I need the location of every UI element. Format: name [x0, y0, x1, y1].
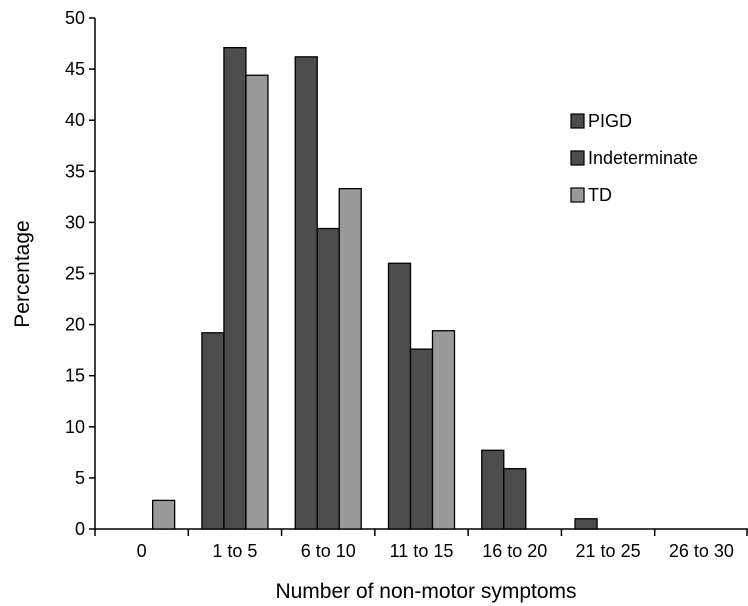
bar-td-1 [245, 74, 269, 530]
x-tick-label: 1 to 5 [212, 541, 257, 561]
y-tick-label: 20 [65, 315, 85, 335]
bar-pigd-2 [294, 56, 318, 530]
x-axis-title: Number of non-motor symptoms [275, 580, 576, 603]
legend-swatch [570, 113, 585, 129]
bar-pigd-5 [574, 518, 598, 530]
bar-td-2 [338, 188, 362, 530]
y-tick-label: 40 [65, 110, 85, 130]
bar-pigd-1 [201, 332, 225, 530]
y-tick-label: 5 [75, 468, 85, 488]
bar-td-0 [151, 499, 176, 530]
bar-indeterminate-4 [503, 468, 527, 530]
y-tick-label: 45 [65, 59, 85, 79]
y-tick-label: 50 [65, 8, 85, 28]
legend: PIGD Indeterminate TD [570, 111, 698, 205]
bar-indeterminate-3 [409, 348, 434, 530]
legend-label: PIGD [588, 111, 632, 131]
y-tick-label: 35 [65, 161, 85, 181]
y-tick-label: 15 [65, 366, 85, 386]
legend-label: Indeterminate [588, 148, 698, 168]
axes: 0 5 10 15 20 25 30 35 40 45 50 0 1 to 5 6 to 10 11 to … [65, 8, 748, 561]
legend-swatch [570, 150, 585, 166]
y-tick-label: 30 [65, 212, 85, 232]
x-tick-label: 21 to 25 [576, 541, 641, 561]
bars [151, 46, 598, 530]
x-tick-label: 11 to 15 [390, 541, 454, 561]
bar-pigd-3 [387, 262, 412, 530]
x-tick-label: 6 to 10 [301, 541, 356, 561]
x-tick-label: 16 to 20 [482, 541, 547, 561]
bar-indeterminate-1 [223, 46, 247, 530]
x-tick-label: 26 to 30 [669, 541, 734, 561]
y-tick-label: 25 [65, 264, 85, 284]
x-tick-label: 0 [137, 541, 147, 561]
legend-label: TD [588, 185, 612, 205]
bar-td-3 [431, 330, 456, 530]
bar-pigd-4 [481, 449, 505, 530]
y-tick-label: 10 [65, 417, 85, 437]
y-tick-label: 0 [75, 519, 85, 539]
bar-indeterminate-2 [316, 227, 340, 530]
legend-swatch [570, 187, 585, 203]
y-axis-title: Percentage [11, 220, 34, 327]
